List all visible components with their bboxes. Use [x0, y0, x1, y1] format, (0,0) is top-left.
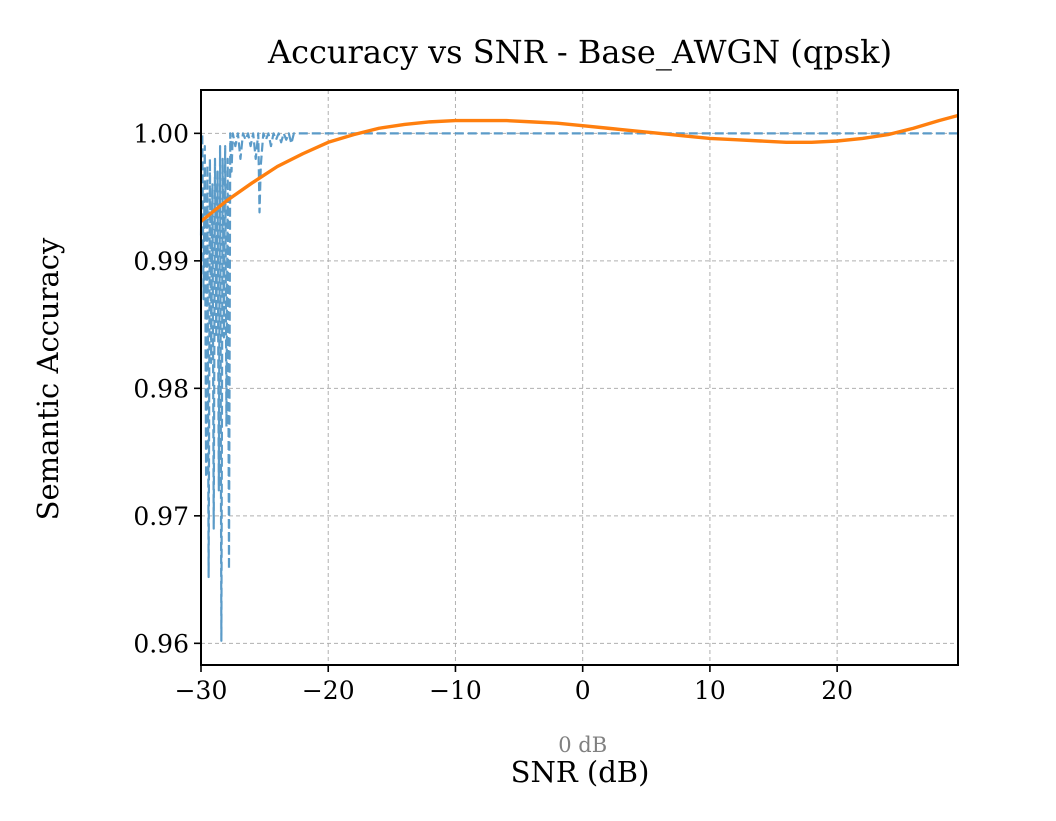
plot-frame [200, 89, 959, 666]
y-tick-label: 0.97 [133, 502, 189, 531]
x-tick-label: −20 [302, 676, 355, 705]
zero-db-annotation: 0 dB [558, 733, 607, 757]
x-tick-label: 10 [694, 676, 726, 705]
x-tick-label: −30 [175, 676, 228, 705]
y-tick-label: 1.00 [133, 119, 189, 148]
y-tick-label: 0.98 [133, 374, 189, 403]
chart-title: Accuracy vs SNR - Base_AWGN (qpsk) [267, 33, 892, 71]
y-axis-label: Semantic Accuracy [31, 237, 65, 520]
x-tick-label: 20 [821, 676, 853, 705]
y-axis-ticks: 0.96 0.97 0.98 0.99 1.00 [133, 119, 201, 658]
x-axis-label: SNR (dB) [511, 755, 650, 789]
trend-fit-line [199, 113, 959, 223]
x-tick-label: −10 [429, 676, 482, 705]
y-tick-label: 0.99 [133, 247, 189, 276]
series-layer [199, 113, 959, 642]
y-tick-label: 0.96 [133, 629, 189, 658]
measured-accuracy-line [199, 132, 958, 642]
x-axis-ticks: −30 −20 −10 0 10 20 [175, 665, 853, 705]
x-tick-label: 0 [575, 676, 591, 705]
